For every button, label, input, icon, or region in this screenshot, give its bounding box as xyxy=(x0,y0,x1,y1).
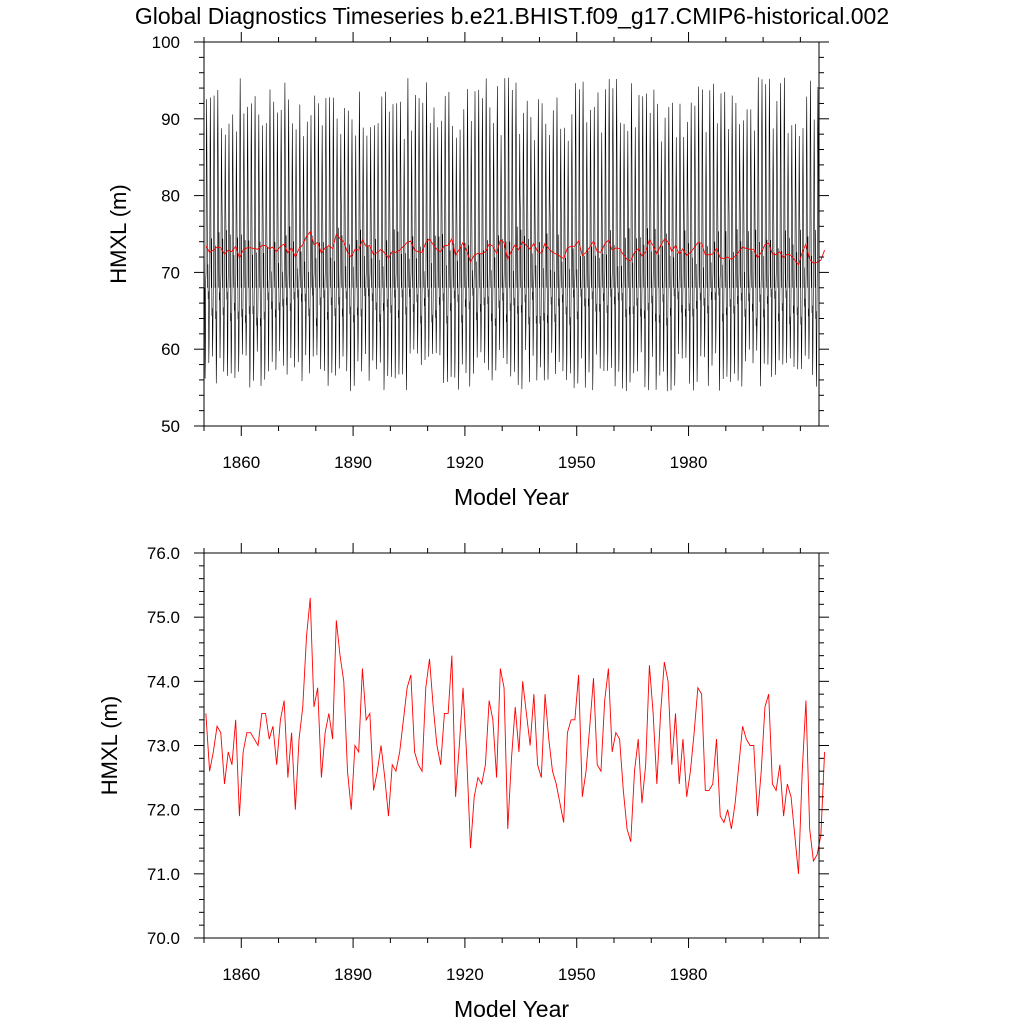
top-x-tick-label: 1920 xyxy=(446,453,484,472)
bottom-x-tick-label: 1860 xyxy=(222,965,260,984)
top-y-tick-label: 100 xyxy=(152,33,180,52)
bottom-y-tick-label: 72.0 xyxy=(147,801,180,820)
top-x-tick-label: 1860 xyxy=(222,453,260,472)
bottom-y-tick-label: 71.0 xyxy=(147,865,180,884)
bottom-panel: 1860 1890 1920 1950 1980 70.0 71.0 72.0 73.0 74.0… xyxy=(97,543,829,1022)
top-y-tick-label: 50 xyxy=(161,417,180,436)
bottom-y-tick-label: 75.0 xyxy=(147,608,180,627)
bottom-x-tick-label: 1890 xyxy=(334,965,372,984)
top-x-tick-label: 1950 xyxy=(558,453,596,472)
top-y-tick-label: 90 xyxy=(161,110,180,129)
bottom-y-tick-label: 73.0 xyxy=(147,737,180,756)
top-plot-frame xyxy=(203,41,820,427)
top-annual-mean-series-line xyxy=(205,230,826,266)
bottom-x-tick-label: 1920 xyxy=(446,965,484,984)
top-y-tick-label: 70 xyxy=(161,263,180,282)
top-y-tick-label: 60 xyxy=(161,340,180,359)
top-x-tick-label: 1980 xyxy=(670,453,708,472)
top-y-axis-label: HMXL (m) xyxy=(106,184,131,283)
bottom-y-tick-label: 70.0 xyxy=(147,929,180,948)
top-panel: 1860 1890 1920 1950 1980 50 60 70 80 90 100 HMXL (… xyxy=(106,32,829,510)
top-x-tick-label: 1890 xyxy=(334,453,372,472)
bottom-y-tick-label: 76.0 xyxy=(147,544,180,563)
bottom-x-tick-label: 1950 xyxy=(558,965,596,984)
bottom-annual-mean-series-line xyxy=(205,597,826,874)
top-y-tick-label: 80 xyxy=(161,187,180,206)
top-x-axis-label: Model Year xyxy=(454,484,569,510)
bottom-y-axis-label: HMXL (m) xyxy=(97,696,122,795)
top-monthly-series-line xyxy=(203,77,820,392)
bottom-plot-frame xyxy=(203,552,820,939)
bottom-y-tick-label: 74.0 xyxy=(147,672,180,691)
figure-title: Global Diagnostics Timeseries b.e21.BHIS… xyxy=(135,3,889,29)
bottom-x-tick-label: 1980 xyxy=(670,965,708,984)
bottom-x-axis-label: Model Year xyxy=(454,996,569,1022)
